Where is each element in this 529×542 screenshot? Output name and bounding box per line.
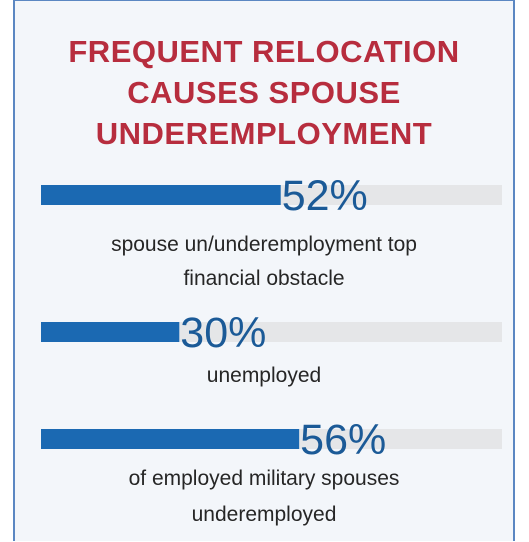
title-line-3: UNDEREMPLOYMENT bbox=[95, 116, 433, 151]
bar-52-percent bbox=[41, 185, 281, 205]
stat-description: of employed military spouses bbox=[129, 467, 400, 490]
title-line-2: CAUSES SPOUSE bbox=[127, 75, 401, 110]
value-label: 56% bbox=[300, 416, 386, 464]
stat-description: unemployed bbox=[207, 364, 321, 387]
stat-description: financial obstacle bbox=[183, 267, 344, 290]
chart-title: FREQUENT RELOCATION CAUSES SPOUSE UNDERE… bbox=[15, 31, 513, 154]
bar-56-percent bbox=[41, 429, 300, 449]
infographic-panel: FREQUENT RELOCATION CAUSES SPOUSE UNDERE… bbox=[13, 0, 515, 541]
stat-description: spouse un/underemployment top bbox=[111, 233, 417, 256]
title-line-1: FREQUENT RELOCATION bbox=[68, 34, 460, 69]
value-label: 52% bbox=[282, 172, 368, 220]
stat-description: underemployed bbox=[192, 503, 337, 526]
bar-chart: 52% spouse un/underemployment top financia… bbox=[41, 172, 502, 526]
bar-30-percent bbox=[41, 322, 180, 342]
value-label: 30% bbox=[180, 309, 266, 357]
